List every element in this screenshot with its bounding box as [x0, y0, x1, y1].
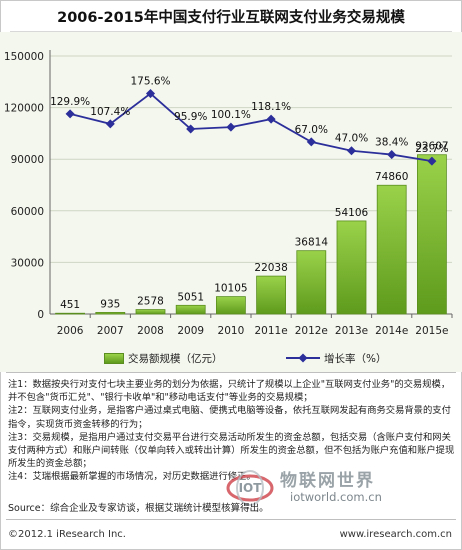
chart-area: 0 30000 60000 90000 120000 150000 451 2006 935 20…	[0, 32, 462, 372]
bar-value-label: 36814	[295, 237, 329, 249]
chart-title: 2006-2015年中国支付行业互联网支付业务交易规模	[57, 10, 405, 26]
y-tick-label: 60000	[11, 206, 44, 218]
legend-line-swatch	[286, 353, 320, 363]
growth-label: 100.1%	[211, 109, 251, 121]
x-tick-label: 2013e	[335, 325, 368, 337]
bar	[95, 311, 126, 315]
bar	[256, 275, 287, 315]
growth-label: 129.9%	[50, 96, 90, 108]
bar-value-label: 92607	[415, 141, 448, 153]
x-tick-label: 2008	[137, 325, 164, 337]
x-tick-label: 2015e	[415, 325, 448, 337]
footer-url[interactable]: www.iresearch.com.cn	[339, 529, 452, 540]
footer-copyright: ©2012.1 iResearch Inc.	[8, 529, 126, 540]
growth-label: 107.4%	[90, 106, 130, 118]
growth-point	[346, 146, 357, 156]
title-divider	[10, 31, 452, 32]
watermark-url: iotworld.com.cn	[290, 490, 382, 504]
bar-value-label: 54106	[335, 207, 369, 219]
note-3: 注3：交易规模，是指用户通过支付交易平台进行交易活动所发生的资金总额，包括交易（…	[8, 431, 455, 470]
growth-point	[266, 114, 276, 124]
bar	[296, 250, 327, 315]
watermark-logo: IOT	[226, 470, 274, 506]
bar-value-label: 2578	[137, 296, 164, 308]
bar-value-label: 10105	[214, 283, 247, 295]
y-tick-label: 30000	[11, 257, 44, 269]
growth-point	[427, 156, 437, 166]
growth-label: 67.0%	[295, 124, 328, 136]
bar	[416, 154, 447, 315]
bar-value-label: 451	[60, 299, 80, 311]
growth-label: 38.4%	[375, 137, 408, 149]
x-tick-label: 2006	[57, 325, 84, 337]
legend-item-line: 增长率（%）	[286, 351, 386, 365]
footer-divider	[6, 519, 456, 520]
growth-point	[226, 122, 236, 132]
growth-point	[145, 89, 156, 99]
note-1: 注1：数据按央行对支付七块主要业务的划分为依据，只统计了规模以上企业"互联网支付…	[8, 379, 451, 404]
note-2: 注2：互联网支付业务，是指客户通过桌式电脑、便携式电脑等设备，依托互联网发起有商…	[8, 405, 451, 430]
bar-value-label: 5051	[177, 291, 204, 303]
bar	[376, 184, 407, 315]
growth-line	[69, 92, 433, 163]
bar	[135, 309, 166, 315]
x-tick-label: 2011e	[255, 325, 288, 337]
legend-bar-label: 交易额规模（亿元）	[128, 352, 223, 365]
growth-point	[306, 137, 316, 147]
bar-value-label: 22038	[254, 262, 287, 274]
watermark: IOT 物联网世界 iotworld.com.cn	[224, 462, 424, 510]
x-tick-label: 2012e	[295, 325, 328, 337]
bar	[215, 296, 246, 315]
growth-label: 175.6%	[130, 76, 170, 88]
growth-point	[105, 119, 115, 129]
growth-point	[387, 150, 397, 160]
x-tick-label: 2009	[177, 325, 204, 337]
bar-value-label: 935	[100, 298, 120, 310]
y-tick-label: 90000	[11, 154, 44, 166]
growth-label: 118.1%	[251, 101, 291, 113]
notes-block: 注1：数据按央行对支付七块主要业务的划分为依据，只统计了规模以上企业"互联网支付…	[8, 378, 456, 484]
bar	[55, 312, 85, 315]
chart-svg: 0 30000 60000 90000 120000 150000 451 2006 935 20…	[4, 50, 453, 337]
watermark-brand: 物联网世界	[280, 471, 375, 491]
x-tick-label: 2010	[218, 325, 245, 337]
bar	[336, 220, 367, 315]
source-note: Source：综合企业及专家访谈，根据艾瑞统计模型核算得出。	[8, 503, 269, 514]
legend-item-bar: 交易额规模（亿元）	[104, 351, 223, 365]
notes-divider	[6, 372, 456, 373]
growth-label: 47.0%	[335, 133, 368, 145]
note-4: 注4：艾瑞根据最新掌握的市场情况，对历史数据进行修正。	[8, 471, 256, 483]
legend-bar-swatch	[104, 352, 124, 364]
growth-point	[65, 109, 75, 119]
y-tick-label: 0	[37, 309, 44, 321]
bar-value-label: 74860	[375, 171, 408, 183]
watermark-logo-text: IOT	[239, 481, 263, 495]
growth-label: 23.7%	[415, 143, 448, 155]
growth-label: 95.9%	[174, 111, 207, 123]
x-tick-label: 2007	[97, 325, 124, 337]
y-tick-label: 120000	[4, 103, 44, 115]
legend-line-label: 增长率（%）	[324, 352, 387, 365]
growth-point	[186, 124, 196, 134]
bar	[175, 304, 206, 315]
y-tick-label: 150000	[4, 51, 44, 63]
x-tick-label: 2014e	[375, 325, 408, 337]
